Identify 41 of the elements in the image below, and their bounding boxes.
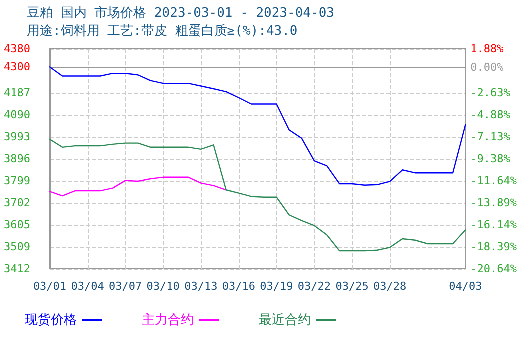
y-tick-label: 4090 [4, 108, 30, 122]
x-tick-label: 03/28 [374, 280, 407, 293]
y2-tick-label: -4.88% [470, 108, 511, 122]
x-tick-label: 04/03 [449, 280, 482, 293]
y2-tick-label: 0.00% [470, 60, 504, 74]
x-tick-label: 03/07 [109, 280, 142, 293]
x-tick-label: 03/04 [71, 280, 105, 293]
y-tick-label: 3412 [4, 262, 30, 276]
legend-label: 最近合约 [259, 313, 311, 328]
line-series [49, 138, 466, 252]
y2-tick-label: -16.14% [470, 218, 518, 232]
x-tick-label: 03/01 [33, 280, 67, 293]
y2-tick-label: -20.64% [470, 262, 518, 276]
y-tick-label: 3799 [4, 174, 30, 188]
y-tick-label: 3605 [4, 218, 30, 232]
y2-tick-label: -9.38% [470, 152, 511, 166]
y2-tick-label: -7.13% [470, 130, 511, 144]
chart-title: 豆粕 国内 市场价格 2023-03-01 - 2023-04-03 [27, 6, 334, 21]
chart-subtitle: 用途:饲料用 工艺:带皮 粗蛋白质≥(%):43.0 [27, 24, 298, 39]
y2-tick-label: -13.89% [470, 196, 518, 210]
y-tick-label: 4187 [4, 86, 30, 100]
y2-tick-label: -18.39% [470, 240, 518, 254]
y-tick-label: 3896 [4, 152, 30, 166]
x-tick-label: 03/10 [146, 280, 180, 293]
y-tick-label: 3993 [4, 130, 30, 144]
y-tick-label: 3509 [4, 240, 30, 254]
legend-label: 现货价格 [25, 313, 77, 328]
line-series [49, 66, 466, 186]
legend-label: 主力合约 [142, 312, 194, 328]
y2-tick-label: -2.63% [470, 86, 511, 100]
x-tick-label: 03/22 [298, 280, 332, 293]
x-tick-label: 03/25 [336, 280, 369, 293]
y-tick-label: 4380 [4, 42, 30, 56]
x-tick-label: 03/19 [260, 280, 294, 293]
y-tick-label: 4300 [4, 60, 30, 74]
x-tick-label: 03/13 [184, 280, 218, 293]
x-tick-label: 03/16 [222, 280, 256, 293]
y-tick-label: 3702 [4, 196, 30, 210]
line-series [49, 176, 227, 197]
y2-tick-label: -11.64% [470, 174, 518, 188]
y2-tick-label: 1.88% [470, 42, 504, 56]
